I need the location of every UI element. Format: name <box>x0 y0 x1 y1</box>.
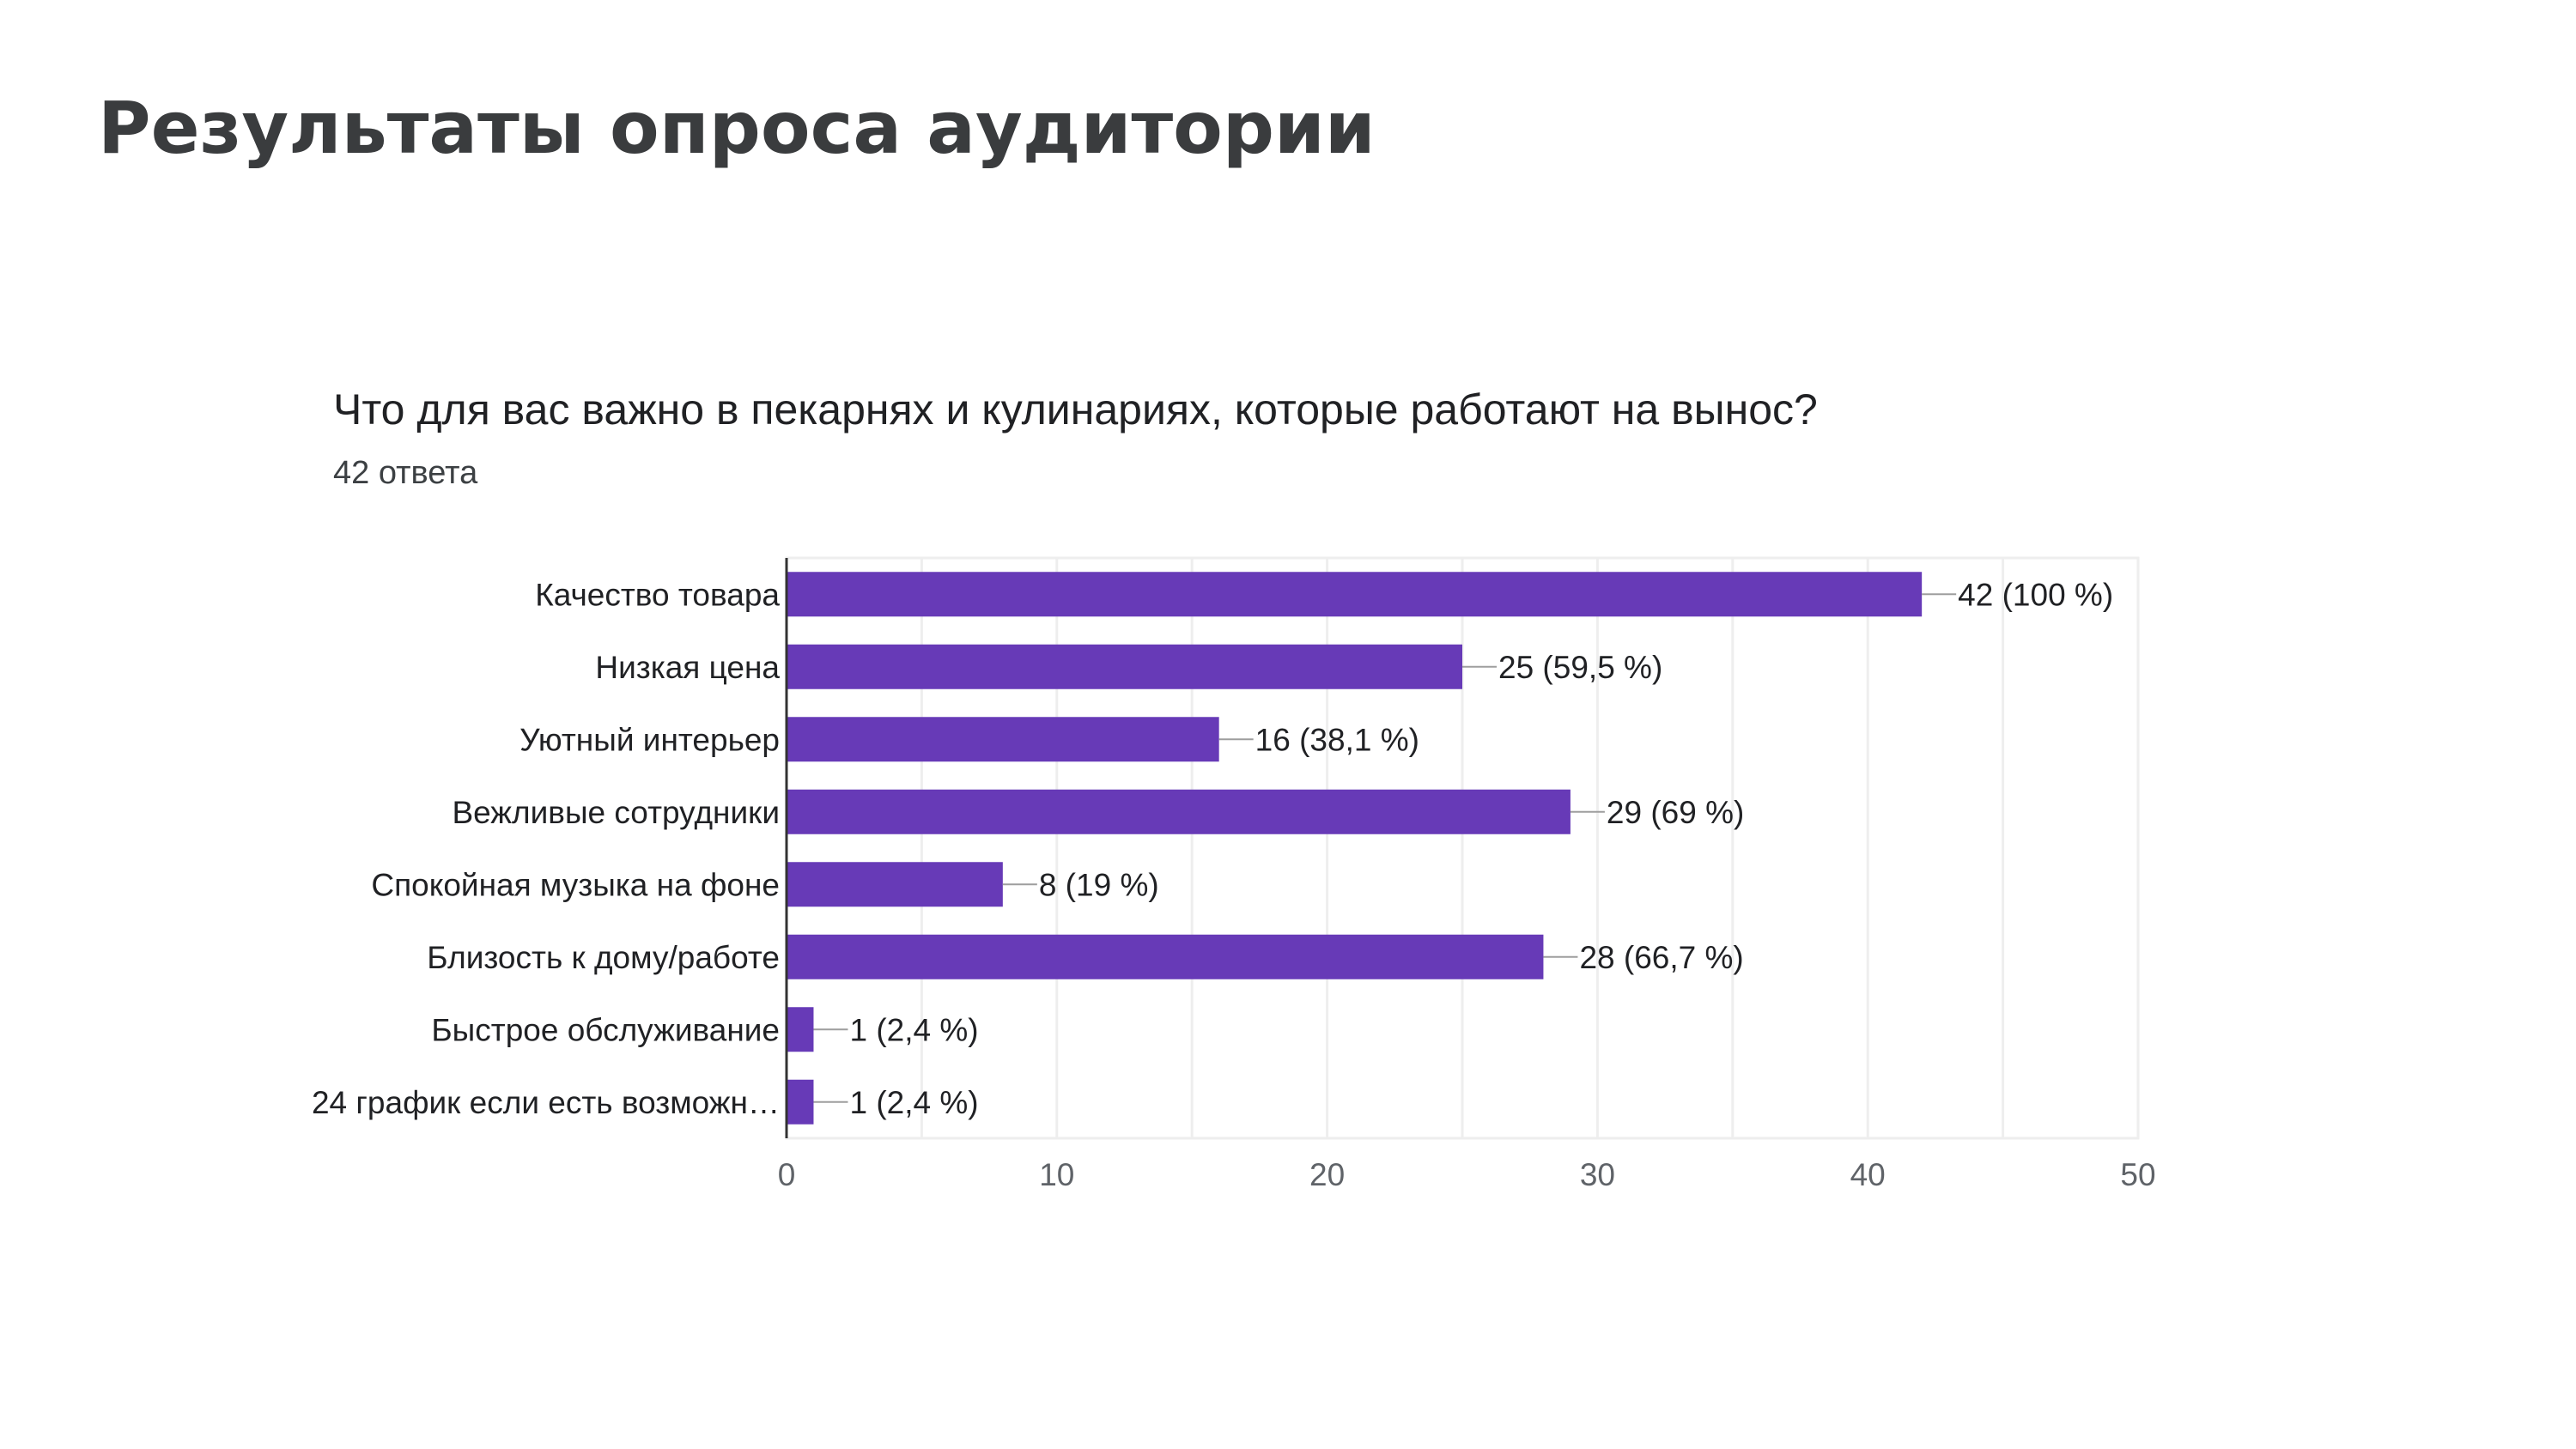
data-label: 42 (100 %) <box>1958 577 2113 612</box>
bar <box>787 1007 814 1052</box>
category-label: Низкая цена <box>595 650 780 685</box>
category-label: Качество товара <box>535 577 780 612</box>
x-tick-label: 30 <box>1580 1157 1615 1192</box>
bar <box>787 644 1462 689</box>
category-label: 24 график если есть возможн… <box>312 1085 780 1120</box>
x-tick-label: 50 <box>2120 1157 2155 1192</box>
category-label: Вежливые сотрудники <box>452 795 780 830</box>
survey-question: Что для вас важно в пекарнях и кулинария… <box>333 385 1818 433</box>
bar <box>787 572 1923 617</box>
data-label: 29 (69 %) <box>1607 795 1744 830</box>
data-label: 25 (59,5 %) <box>1498 650 1662 685</box>
response-count: 42 ответа <box>333 455 478 491</box>
x-tick-label: 10 <box>1039 1157 1074 1192</box>
bar <box>787 789 1571 834</box>
bars <box>787 572 1923 1125</box>
bar <box>787 862 1003 907</box>
category-label: Быстрое обслуживание <box>431 1012 780 1047</box>
bar <box>787 1079 814 1125</box>
category-label: Близость к дому/работе <box>427 940 780 975</box>
data-label: 1 (2,4 %) <box>849 1085 978 1120</box>
x-tick-label: 20 <box>1309 1157 1345 1192</box>
data-label: 16 (38,1 %) <box>1255 722 1419 757</box>
bar <box>787 717 1219 762</box>
data-label: 1 (2,4 %) <box>849 1012 978 1047</box>
bar <box>787 934 1544 979</box>
category-label: Уютный интерьер <box>519 722 780 757</box>
data-label: 28 (66,7 %) <box>1579 940 1743 975</box>
category-label: Спокойная музыка на фоне <box>371 867 780 902</box>
labels: 0 10 20 30 40 50 Качество товара 42 (100 %) Низк… <box>312 558 2156 1192</box>
data-label: 8 (19 %) <box>1039 867 1159 902</box>
slide-title: Результаты опроса аудитории <box>98 86 1376 170</box>
x-tick-label: 40 <box>1850 1157 1886 1192</box>
x-tick-label: 0 <box>778 1157 796 1192</box>
